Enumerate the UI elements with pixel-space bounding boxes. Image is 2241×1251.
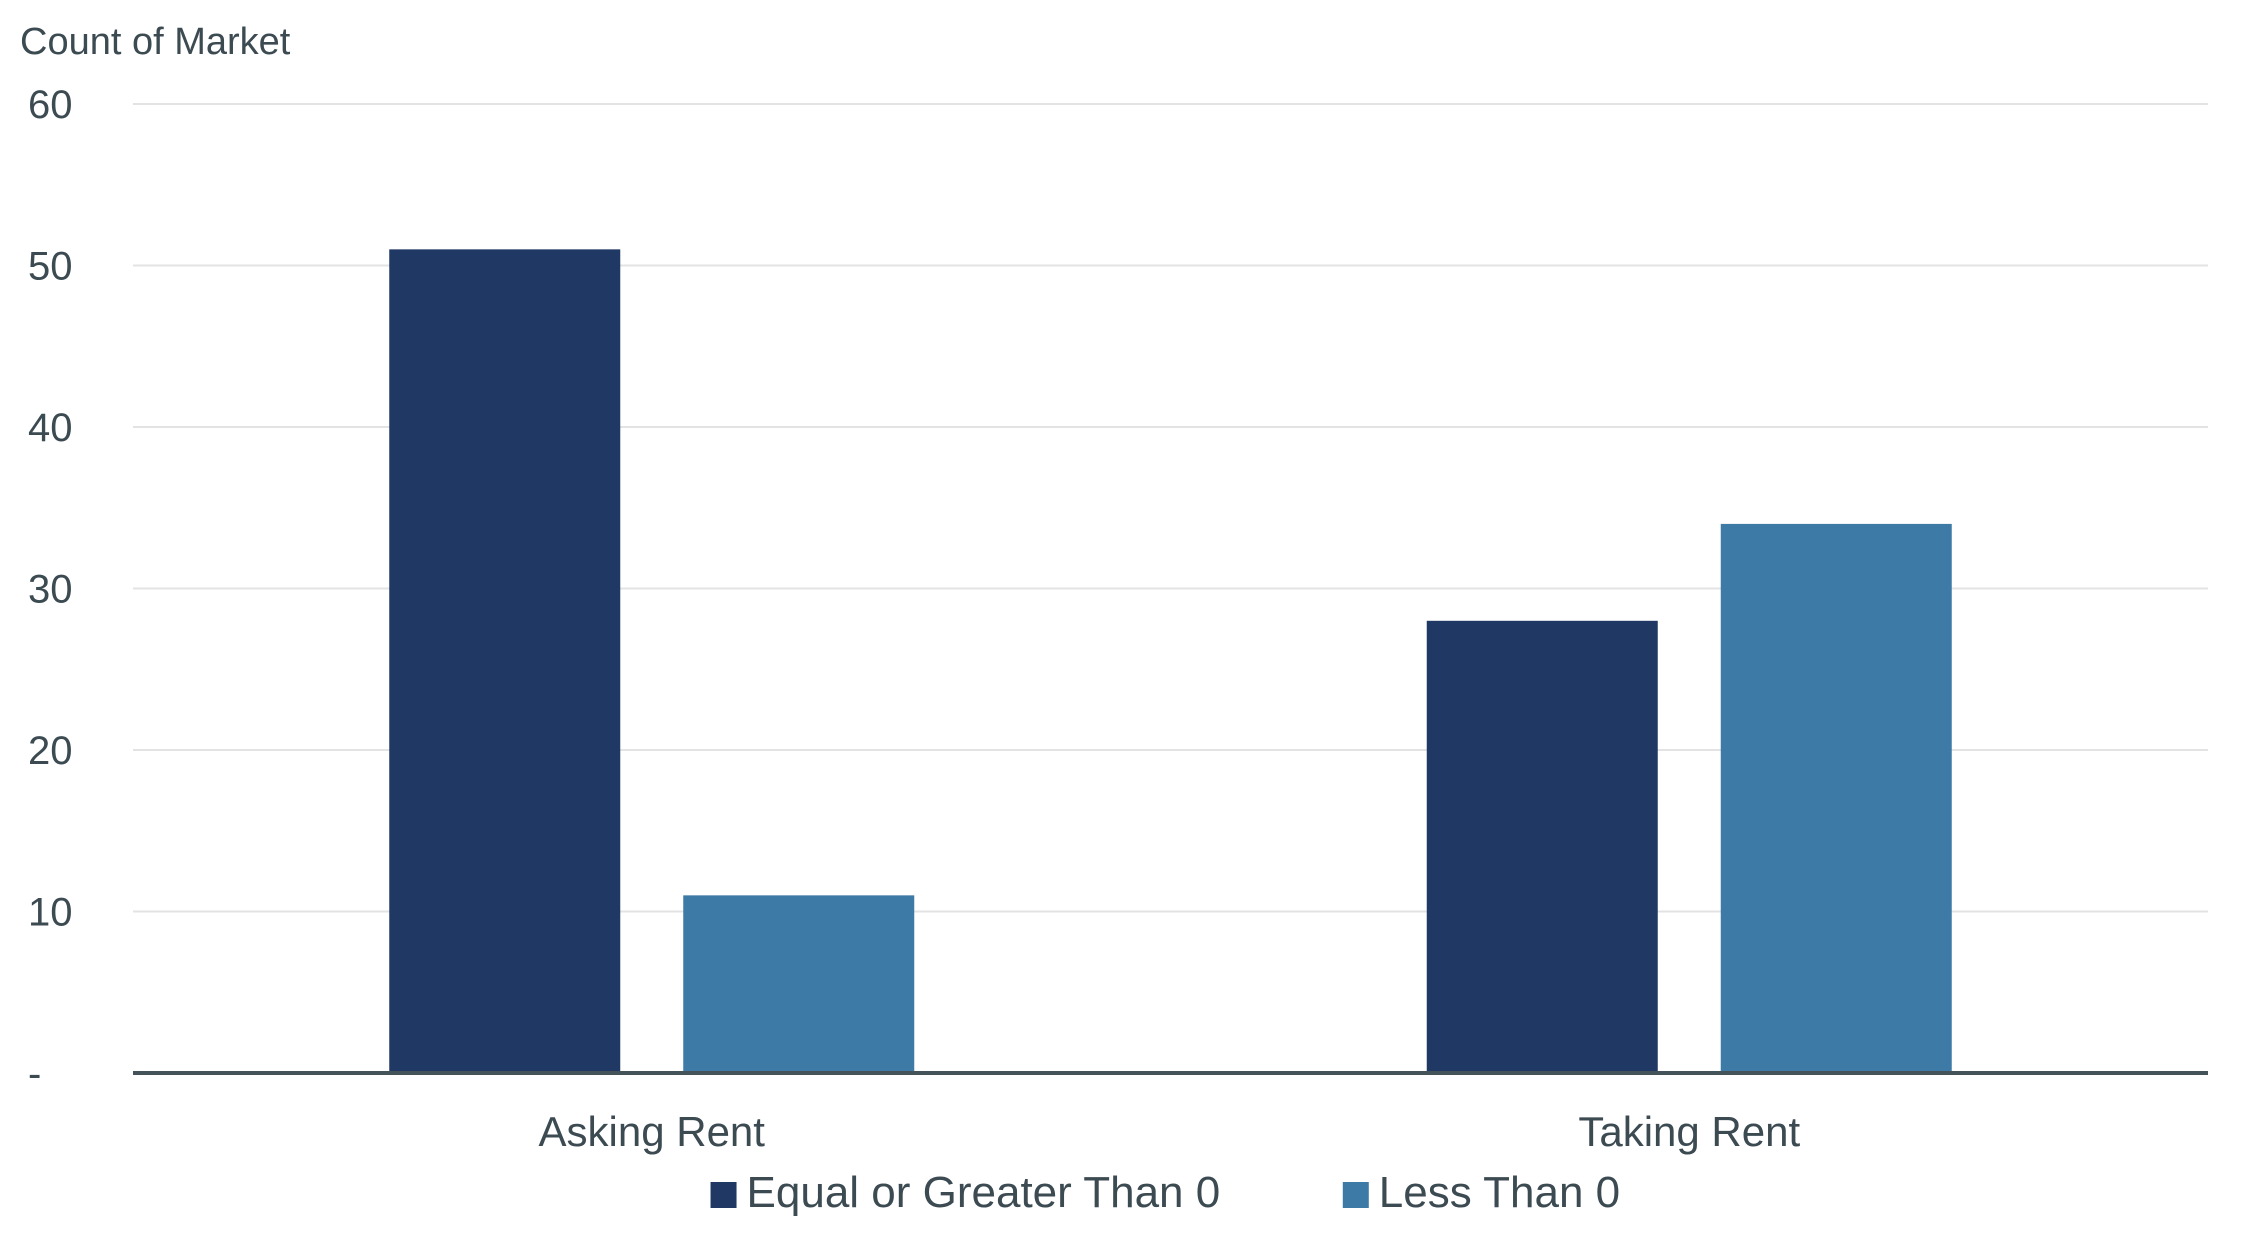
bars	[389, 249, 1952, 1074]
y-tick-label: 60	[28, 83, 73, 127]
x-tick-label: Asking Rent	[539, 1108, 766, 1155]
y-tick-label: 30	[28, 568, 73, 612]
labels: Count of Market - 10 20 30 40 50 60 Asking Rent…	[20, 21, 1800, 1155]
y-tick-label: -	[28, 1052, 41, 1096]
legend: Equal or Greater Than 0 Less Than 0	[710, 1168, 1620, 1217]
legend-swatch	[1342, 1182, 1369, 1208]
y-tick-label: 10	[28, 891, 73, 935]
bar	[389, 249, 621, 1074]
bar	[683, 895, 915, 1073]
y-tick-label: 20	[28, 729, 73, 773]
legend-label: Equal or Greater Than 0	[747, 1168, 1221, 1217]
y-tick-label: 50	[28, 245, 73, 289]
legend-swatch	[710, 1182, 737, 1208]
y-tick-label: 40	[28, 406, 73, 450]
legend-label: Less Than 0	[1379, 1168, 1620, 1217]
bar	[1426, 620, 1658, 1073]
x-tick-label: Taking Rent	[1578, 1108, 1800, 1155]
y-axis-title: Count of Market	[20, 21, 291, 63]
bar	[1720, 523, 1952, 1073]
